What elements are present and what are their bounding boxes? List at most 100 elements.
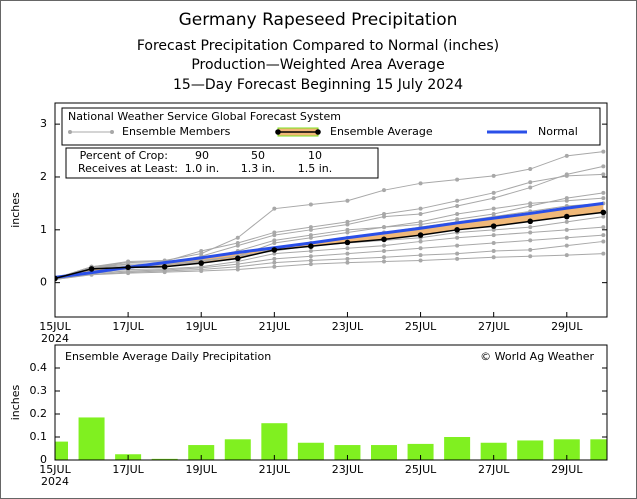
member-point xyxy=(601,190,606,195)
member-point xyxy=(564,173,569,178)
member-line xyxy=(55,173,604,279)
bar xyxy=(517,440,544,460)
legend-source: National Weather Service Global Forecast… xyxy=(68,110,341,123)
legend-member-dot xyxy=(68,130,72,134)
bar xyxy=(55,441,68,460)
table-cell: 90 xyxy=(195,149,209,162)
average-point xyxy=(88,266,95,272)
plot-background xyxy=(55,345,607,460)
x-tick-label: 25JUL xyxy=(405,320,437,333)
member-point xyxy=(455,243,460,248)
member-point xyxy=(272,206,277,211)
x-tick-label: 27JUL xyxy=(478,463,510,476)
member-point xyxy=(491,233,496,238)
x-tick-label: 17JUL xyxy=(112,320,144,333)
x-tick-label: 23JUL xyxy=(332,320,364,333)
member-point xyxy=(491,206,496,211)
member-point xyxy=(491,190,496,195)
table-cell: Percent of Crop: xyxy=(80,149,168,162)
member-point xyxy=(491,211,496,216)
bar xyxy=(480,442,507,460)
member-point xyxy=(491,227,496,232)
legend-entry: Ensemble Average xyxy=(330,125,433,138)
average-point xyxy=(490,223,497,229)
average-point xyxy=(234,255,241,262)
member-point xyxy=(345,198,350,203)
y-axis-label: inches xyxy=(9,384,22,420)
member-point xyxy=(345,219,350,224)
member-point xyxy=(491,196,496,201)
member-point xyxy=(308,258,313,263)
x-tick-label: 23JUL xyxy=(332,463,364,476)
average-point xyxy=(600,209,607,216)
member-point xyxy=(564,253,569,258)
member-point xyxy=(455,177,460,182)
member-point xyxy=(272,260,277,265)
bar xyxy=(151,458,178,460)
plot-area xyxy=(55,345,607,460)
member-point xyxy=(564,235,569,240)
member-point xyxy=(308,225,313,230)
legend-box xyxy=(61,107,601,146)
member-point xyxy=(418,181,423,186)
table-cell: 1.0 in. xyxy=(185,162,220,175)
member-point xyxy=(418,222,423,227)
member-point xyxy=(199,269,204,274)
x-tick-sublabel: 2024 xyxy=(41,332,69,345)
average-point xyxy=(161,264,168,270)
member-point xyxy=(528,230,533,235)
member-point xyxy=(272,256,277,261)
average-point xyxy=(198,260,205,266)
chart-title: Germany Rapeseed Precipitation xyxy=(179,10,458,30)
member-point xyxy=(418,253,423,258)
table-cell: 10 xyxy=(308,149,322,162)
average-point xyxy=(125,264,131,271)
member-point xyxy=(455,235,460,240)
panel-title: Ensemble Average Daily Precipitation xyxy=(65,350,271,363)
x-tick-label: 15JUL xyxy=(39,320,71,333)
bar xyxy=(590,439,607,460)
member-point xyxy=(199,248,204,253)
y-tick-label: 1 xyxy=(40,223,47,236)
average-point xyxy=(381,236,387,243)
member-line xyxy=(55,240,604,280)
bar xyxy=(224,439,251,460)
member-point xyxy=(308,248,313,253)
legend-average-dot xyxy=(315,129,321,135)
member-point xyxy=(564,227,569,232)
plot-border xyxy=(54,102,608,318)
member-point xyxy=(564,153,569,158)
member-line xyxy=(55,226,604,279)
member-point xyxy=(455,211,460,216)
average-point xyxy=(563,213,570,220)
average-point xyxy=(527,218,534,225)
member-point xyxy=(272,251,277,256)
member-point xyxy=(308,262,313,267)
member-point xyxy=(564,219,569,224)
member-point xyxy=(272,264,277,269)
normal-line xyxy=(55,201,604,279)
member-point xyxy=(455,256,460,261)
table-cell: 50 xyxy=(251,149,265,162)
member-point xyxy=(601,196,606,201)
y-tick-label: 0 xyxy=(40,453,47,466)
y-tick-label: 0 xyxy=(40,276,47,289)
member-point xyxy=(601,239,606,244)
member-point xyxy=(601,225,606,230)
y-tick-label: 0.2 xyxy=(30,407,48,420)
y-tick-label: 0.1 xyxy=(30,430,48,443)
subtitle: 15—Day Forecast Beginning 15 July 2024 xyxy=(173,77,463,93)
member-point xyxy=(455,198,460,203)
member-point xyxy=(528,185,533,190)
member-point xyxy=(418,246,423,251)
member-point xyxy=(564,243,569,248)
table-cell: 1.5 in. xyxy=(298,162,333,175)
member-point xyxy=(235,235,240,240)
x-tick-label: 19JUL xyxy=(186,320,218,333)
member-point xyxy=(455,251,460,256)
bar xyxy=(334,445,361,460)
member-point xyxy=(308,254,313,259)
x-tick-label: 21JUL xyxy=(259,320,291,333)
member-point xyxy=(272,238,277,243)
